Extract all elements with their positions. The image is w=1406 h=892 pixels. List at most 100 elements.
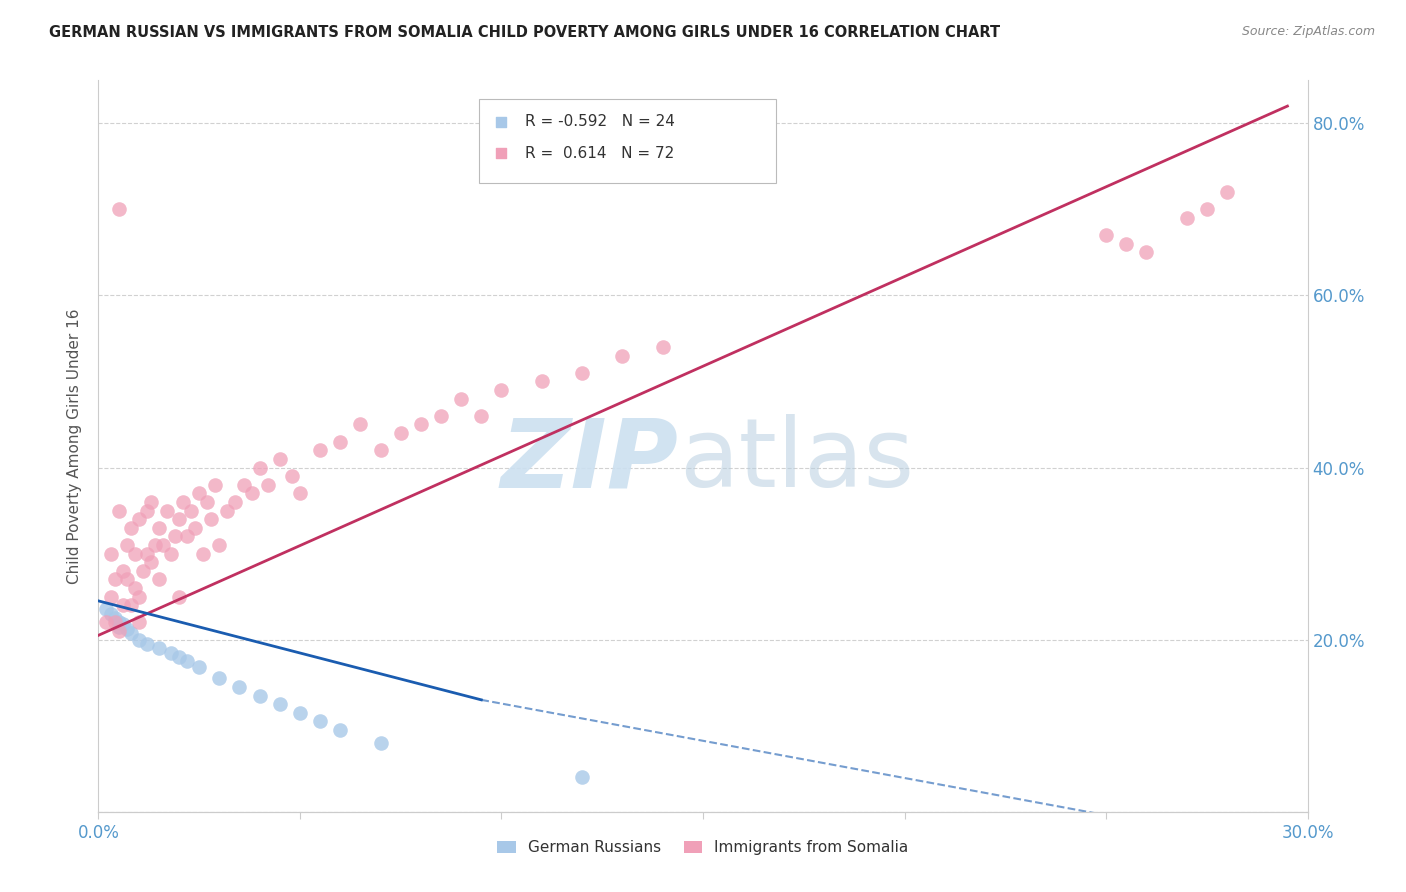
Point — [240, 486, 263, 500]
Point — [208, 671, 231, 685]
Point — [1216, 185, 1239, 199]
Point — [188, 486, 211, 500]
Text: R = -0.592   N = 24: R = -0.592 N = 24 — [526, 114, 675, 129]
Point — [389, 426, 412, 441]
Point — [124, 547, 146, 561]
Point — [128, 632, 150, 647]
Point — [470, 409, 492, 423]
Point — [120, 598, 142, 612]
Point — [176, 529, 198, 543]
Point — [208, 538, 231, 552]
Point — [148, 573, 170, 587]
Text: R =  0.614   N = 72: R = 0.614 N = 72 — [526, 146, 675, 161]
Point — [195, 495, 218, 509]
Point — [107, 624, 129, 638]
Point — [107, 202, 129, 217]
Point — [256, 477, 278, 491]
Point — [115, 573, 138, 587]
Point — [103, 615, 125, 630]
Point — [228, 680, 250, 694]
Point — [180, 503, 202, 517]
Point — [1095, 228, 1118, 243]
Point — [120, 625, 142, 640]
Legend: German Russians, Immigrants from Somalia: German Russians, Immigrants from Somalia — [498, 840, 908, 855]
Point — [530, 375, 553, 389]
Point — [651, 340, 673, 354]
Point — [349, 417, 371, 432]
Point — [309, 714, 332, 729]
Point — [96, 602, 118, 616]
Point — [370, 736, 392, 750]
Point — [281, 469, 304, 483]
Point — [232, 477, 254, 491]
Point — [249, 689, 271, 703]
Point — [184, 521, 207, 535]
Point — [107, 615, 129, 630]
Point — [571, 770, 593, 784]
Point — [176, 654, 198, 668]
Point — [156, 503, 179, 517]
Point — [128, 512, 150, 526]
Point — [135, 503, 157, 517]
Point — [143, 538, 166, 552]
Point — [148, 521, 170, 535]
Point — [249, 460, 271, 475]
Point — [269, 451, 291, 466]
Point — [409, 417, 432, 432]
Point — [128, 615, 150, 630]
Point — [172, 495, 194, 509]
Point — [111, 617, 134, 632]
Point — [160, 646, 183, 660]
Point — [132, 564, 155, 578]
Point — [167, 512, 190, 526]
Point — [124, 581, 146, 595]
Point — [107, 503, 129, 517]
Point — [1135, 245, 1157, 260]
Point — [491, 383, 513, 397]
Point — [193, 547, 215, 561]
Point — [163, 529, 186, 543]
Text: atlas: atlas — [679, 414, 914, 508]
Point — [612, 349, 634, 363]
Point — [148, 641, 170, 656]
Point — [107, 620, 129, 634]
Point — [200, 512, 222, 526]
Point — [269, 697, 291, 711]
Point — [329, 434, 352, 449]
Point — [309, 443, 332, 458]
Point — [100, 547, 122, 561]
Point — [139, 495, 162, 509]
Point — [450, 392, 472, 406]
Y-axis label: Child Poverty Among Girls Under 16: Child Poverty Among Girls Under 16 — [67, 309, 83, 583]
Point — [103, 573, 125, 587]
Point — [111, 564, 134, 578]
Point — [100, 590, 122, 604]
Point — [111, 598, 134, 612]
Point — [103, 611, 125, 625]
Point — [571, 366, 593, 380]
Point — [120, 521, 142, 535]
Point — [135, 547, 157, 561]
Point — [135, 637, 157, 651]
Point — [1175, 211, 1198, 225]
Point — [167, 590, 190, 604]
Point — [160, 547, 183, 561]
FancyBboxPatch shape — [479, 99, 776, 183]
Text: Source: ZipAtlas.com: Source: ZipAtlas.com — [1241, 25, 1375, 38]
Point — [329, 723, 352, 737]
Text: GERMAN RUSSIAN VS IMMIGRANTS FROM SOMALIA CHILD POVERTY AMONG GIRLS UNDER 16 COR: GERMAN RUSSIAN VS IMMIGRANTS FROM SOMALI… — [49, 25, 1000, 40]
Point — [139, 555, 162, 569]
Point — [1195, 202, 1218, 217]
Text: ZIP: ZIP — [501, 414, 679, 508]
Point — [1115, 236, 1137, 251]
Point — [152, 538, 174, 552]
Point — [370, 443, 392, 458]
Point — [115, 622, 138, 636]
Point — [288, 706, 311, 720]
Point — [128, 590, 150, 604]
Point — [204, 477, 226, 491]
Point — [100, 607, 122, 621]
Point — [224, 495, 246, 509]
Point — [115, 538, 138, 552]
Point — [167, 649, 190, 664]
